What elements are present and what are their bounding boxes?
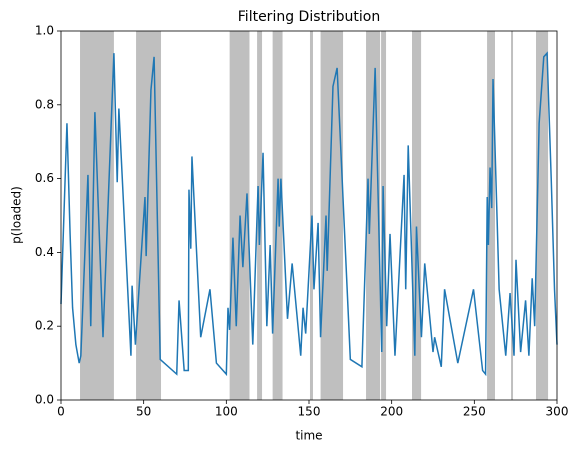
x-tick-label: 200 <box>380 405 403 419</box>
line <box>60 51 558 377</box>
y-tick-label: 0.8 <box>35 97 54 111</box>
x-tick-label: 250 <box>463 405 486 419</box>
x-axis-label: time <box>295 429 322 443</box>
y-tick-label: 0.2 <box>35 319 54 333</box>
chart-title: Filtering Distribution <box>238 9 380 25</box>
shaded-span <box>257 31 263 400</box>
shaded-span <box>80 31 114 400</box>
x-tick-label: 50 <box>136 405 151 419</box>
y-axis-label: p(loaded) <box>10 186 24 244</box>
shaded-span <box>511 31 514 400</box>
x-tick-label: 150 <box>298 405 321 419</box>
x-tick-label: 0 <box>57 405 65 419</box>
x-tick-label: 300 <box>546 405 569 419</box>
shaded-span <box>487 31 495 400</box>
x-tick-label: 100 <box>215 405 238 419</box>
y-tick-label: 0.4 <box>35 245 54 259</box>
shaded-span <box>320 31 344 400</box>
y-tick-label: 1.0 <box>35 24 54 38</box>
y-tick-label: 0.6 <box>35 171 54 185</box>
y-tick-label: 0.0 <box>35 393 54 407</box>
shaded-span <box>272 31 283 400</box>
shaded-span <box>412 31 422 400</box>
